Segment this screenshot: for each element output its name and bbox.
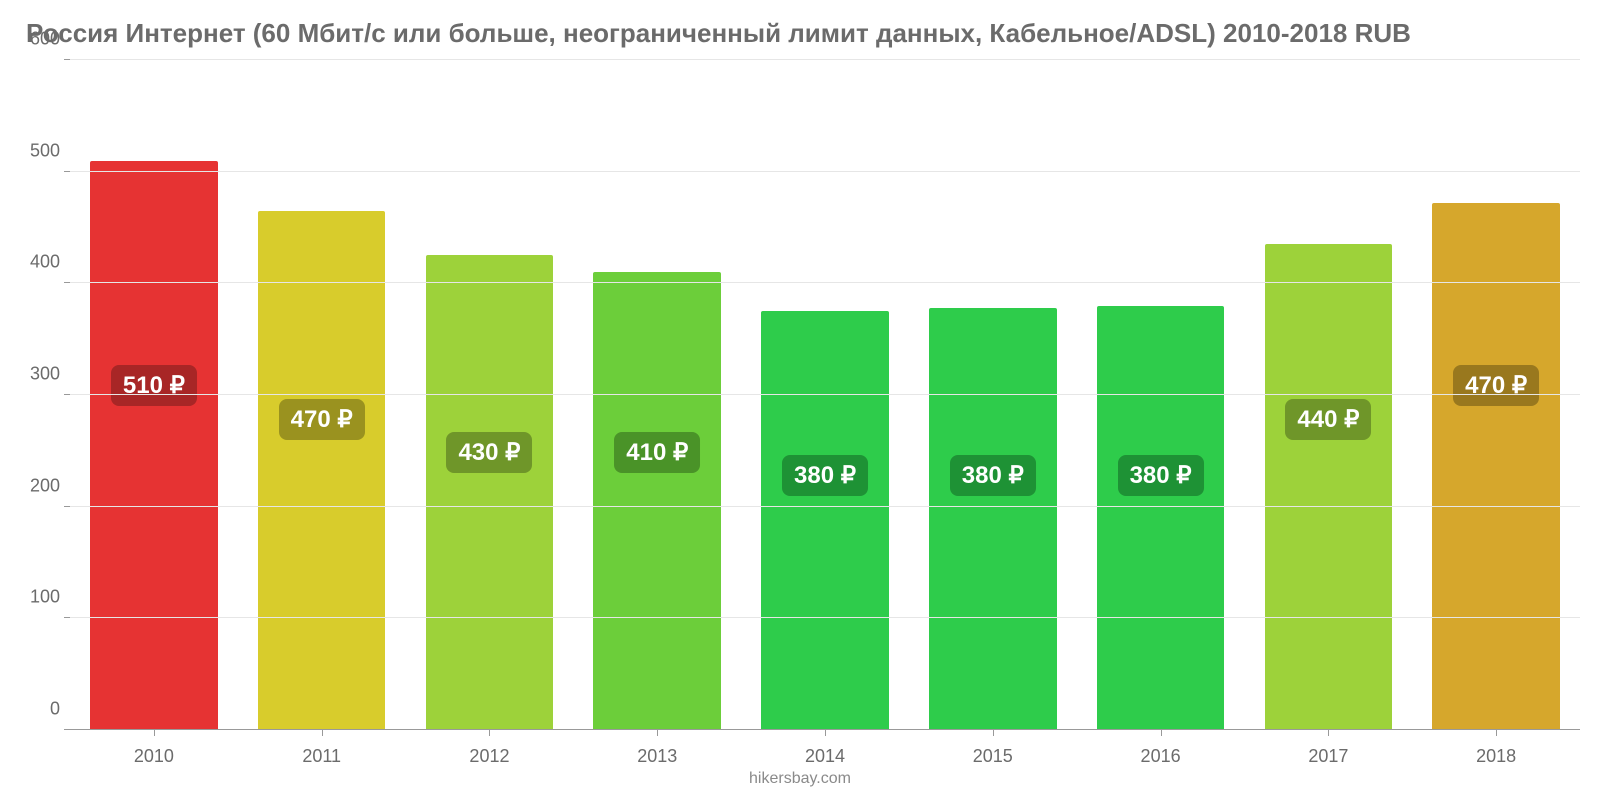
bar-slot: 440 ₽2017 — [1244, 60, 1412, 730]
bar-value-label: 470 ₽ — [279, 399, 365, 440]
chart-title: Россия Интернет (60 Мбит/с или больше, н… — [10, 10, 1580, 53]
bar — [1265, 244, 1393, 730]
bar-value-label: 410 ₽ — [614, 432, 700, 473]
y-tick-mark — [64, 171, 70, 172]
bar-slot: 470 ₽2018 — [1412, 60, 1580, 730]
y-tick-mark — [64, 506, 70, 507]
grid-line — [70, 394, 1580, 395]
x-axis — [70, 729, 1580, 730]
bar — [1097, 306, 1225, 730]
y-tick-label: 500 — [30, 140, 70, 161]
bar-value-label: 510 ₽ — [111, 365, 197, 406]
bar-value-label: 470 ₽ — [1453, 365, 1539, 406]
bar-value-label: 440 ₽ — [1285, 399, 1371, 440]
bar — [593, 272, 721, 730]
bar — [258, 211, 386, 730]
bar-value-label: 430 ₽ — [446, 432, 532, 473]
chart-container: Россия Интернет (60 Мбит/с или больше, н… — [0, 0, 1600, 800]
bar-value-label: 380 ₽ — [782, 455, 868, 496]
x-tick-mark — [825, 730, 826, 736]
x-tick-mark — [1496, 730, 1497, 736]
bar-slot: 380 ₽2014 — [741, 60, 909, 730]
x-tick-mark — [489, 730, 490, 736]
grid-line — [70, 171, 1580, 172]
y-tick-mark — [64, 282, 70, 283]
x-tick-mark — [657, 730, 658, 736]
x-tick-mark — [993, 730, 994, 736]
y-tick-mark — [64, 59, 70, 60]
y-tick-mark — [64, 729, 70, 730]
chart-source: hikersbay.com — [0, 770, 1600, 788]
bar — [761, 311, 889, 730]
bar-slot: 410 ₽2013 — [573, 60, 741, 730]
y-tick-label: 300 — [30, 364, 70, 385]
bar — [426, 255, 554, 730]
y-tick-mark — [64, 394, 70, 395]
y-tick-label: 400 — [30, 252, 70, 273]
grid-line — [70, 617, 1580, 618]
bar — [90, 161, 218, 731]
y-tick-label: 200 — [30, 475, 70, 496]
x-tick-mark — [1328, 730, 1329, 736]
x-tick-mark — [1161, 730, 1162, 736]
grid-line — [70, 59, 1580, 60]
bar — [929, 308, 1057, 730]
bar-value-label: 380 ₽ — [1118, 455, 1204, 496]
plot-area: 510 ₽2010470 ₽2011430 ₽2012410 ₽2013380 … — [70, 60, 1580, 730]
y-tick-label: 0 — [50, 699, 70, 720]
bar-slot: 380 ₽2016 — [1077, 60, 1245, 730]
grid-line — [70, 282, 1580, 283]
bars-group: 510 ₽2010470 ₽2011430 ₽2012410 ₽2013380 … — [70, 60, 1580, 730]
y-tick-label: 600 — [30, 29, 70, 50]
bar-slot: 510 ₽2010 — [70, 60, 238, 730]
bar-slot: 470 ₽2011 — [238, 60, 406, 730]
y-tick-mark — [64, 617, 70, 618]
x-tick-mark — [322, 730, 323, 736]
bar-value-label: 380 ₽ — [950, 455, 1036, 496]
bar-slot: 430 ₽2012 — [406, 60, 574, 730]
bar-slot: 380 ₽2015 — [909, 60, 1077, 730]
x-tick-mark — [154, 730, 155, 736]
grid-line — [70, 506, 1580, 507]
y-tick-label: 100 — [30, 587, 70, 608]
